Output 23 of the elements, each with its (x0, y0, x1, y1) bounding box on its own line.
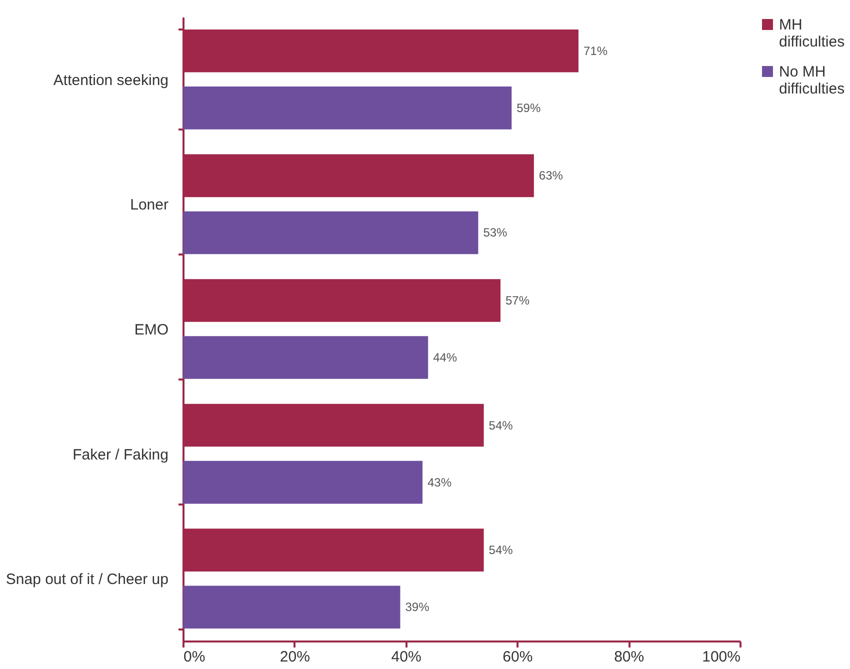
y-tick-label: Loner (130, 196, 168, 214)
data-label: 54% (488, 543, 514, 558)
data-label: 43% (428, 475, 452, 490)
x-tick-label: 60% (502, 648, 533, 666)
x-tick-label: 0% (184, 648, 206, 666)
data-label: 71% (583, 44, 608, 58)
x-tick-label: 100% (702, 648, 740, 666)
data-label: 54% (488, 418, 514, 432)
data-label: 53% (483, 226, 508, 240)
data-label: 57% (505, 293, 530, 308)
data-label: 63% (538, 168, 564, 183)
x-tick-label: 80% (614, 648, 644, 666)
data-label: 39% (405, 600, 430, 614)
x-tick-label: 20% (280, 648, 310, 666)
data-label: 44% (433, 350, 458, 365)
y-tick-label: Attention seeking (53, 72, 168, 89)
x-tick-label: 40% (391, 648, 422, 666)
y-tick-label: EMO (134, 322, 168, 338)
legend-label: No MH difficulties (779, 64, 845, 98)
y-tick-label: Faker / Faking (72, 446, 168, 464)
legend-label: MH difficulties (779, 16, 845, 50)
data-label: 59% (516, 100, 541, 115)
y-tick-label: Snap out of it / Cheer up (6, 571, 168, 588)
